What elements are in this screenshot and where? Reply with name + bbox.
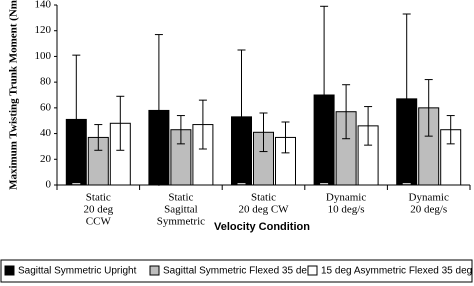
y-tick-label: 40 — [40, 127, 52, 139]
x-tick-label: Dynamic — [409, 192, 449, 204]
x-tick-label: 20 deg — [83, 204, 113, 216]
legend-label: Sagittal Symmetric Upright — [18, 266, 137, 277]
x-axis-label: Velocity Condition — [214, 221, 310, 233]
x-tick-label: Static — [86, 192, 111, 204]
x-tick-label: Static — [168, 192, 193, 204]
x-tick-label: Dynamic — [326, 192, 366, 204]
y-tick-label: 100 — [35, 50, 52, 62]
x-tick-label: 20 deg CW — [238, 204, 289, 216]
y-tick-label: 120 — [35, 24, 52, 36]
x-tick-label: Sagittal — [164, 204, 198, 216]
y-tick-label: 20 — [40, 153, 52, 165]
x-tick-label: Symmetric — [157, 216, 205, 228]
y-tick-label: 80 — [40, 76, 52, 88]
legend-swatch — [4, 265, 15, 276]
x-tick-label: Static — [251, 192, 276, 204]
x-tick-label: 20 deg/s — [410, 204, 447, 216]
legend-label: Sagittal Symmetric Flexed 35 deg — [163, 266, 313, 277]
x-tick-label: CCW — [86, 216, 112, 228]
y-tick-label: 0 — [46, 179, 52, 191]
y-tick-label: 60 — [40, 101, 52, 113]
legend-label: 15 deg Asymmetric Flexed 35 deg — [321, 266, 472, 277]
x-tick-label: 10 deg/s — [328, 204, 365, 216]
y-tick-label: 140 — [35, 0, 52, 11]
y-axis-label: Maximum Twisting Trunk Moment (Nm — [8, 0, 20, 190]
legend-swatch — [149, 265, 160, 276]
legend-frame — [0, 259, 473, 283]
legend-swatch — [307, 265, 318, 276]
